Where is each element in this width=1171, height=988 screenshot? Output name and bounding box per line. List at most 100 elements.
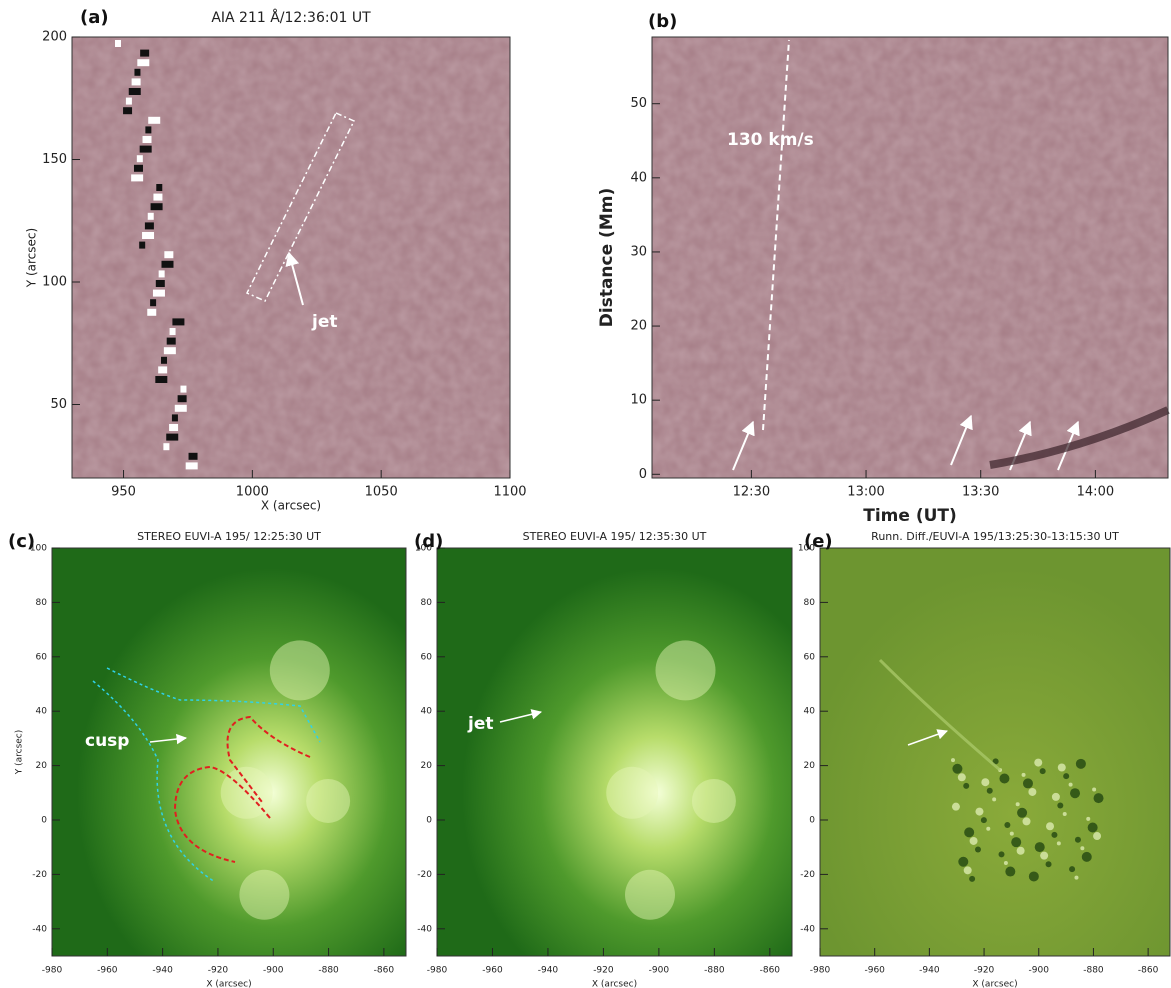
- limb-feature: [169, 328, 176, 335]
- speckle: [1074, 836, 1081, 843]
- loop-line: [173, 765, 271, 863]
- x-tick-label: -860: [1138, 966, 1159, 976]
- speckle: [1003, 860, 1008, 865]
- limb-feature: [145, 126, 152, 134]
- limb-feature: [125, 97, 132, 105]
- y-tick-label: 30: [630, 244, 647, 259]
- limb-feature: [177, 395, 187, 403]
- y-tick-label: 100: [30, 544, 47, 554]
- y-tick-label: 200: [42, 30, 67, 45]
- x-tick-label: -860: [760, 966, 781, 976]
- limb-feature: [140, 49, 150, 57]
- panel-label: (a): [80, 7, 109, 28]
- speckle: [1080, 846, 1085, 851]
- limb-feature: [142, 136, 152, 143]
- plot-frame: [51, 547, 407, 957]
- limb-feature: [153, 193, 163, 201]
- bright-blob: [306, 778, 351, 823]
- speckle: [951, 802, 960, 811]
- plot-frame: [819, 547, 1171, 957]
- x-tick-label: 13:00: [847, 485, 884, 500]
- speckle: [1004, 822, 1011, 829]
- speckle: [1022, 778, 1033, 789]
- speckle: [1068, 782, 1073, 787]
- speckle: [1063, 773, 1070, 780]
- limb-feature: [148, 116, 161, 124]
- y-tick-label: 20: [36, 761, 48, 771]
- speckle: [1086, 816, 1091, 821]
- limb-feature: [169, 424, 179, 431]
- y-tick-label: 40: [421, 707, 433, 717]
- limb-feature: [142, 232, 155, 239]
- cusp-line: [92, 680, 216, 883]
- y-tick-label: 10: [630, 393, 647, 408]
- speckle: [1021, 772, 1026, 777]
- y-tick-label: 20: [421, 761, 433, 771]
- y-tick-label: 150: [42, 152, 67, 167]
- speckle: [999, 773, 1010, 784]
- image-background: [437, 548, 792, 956]
- speckle: [1051, 831, 1058, 838]
- limb-feature: [147, 308, 157, 316]
- cusp-line: [106, 667, 321, 743]
- x-tick-label: -920: [208, 966, 229, 976]
- speckle: [951, 758, 955, 763]
- x-tick-label: -980: [427, 966, 448, 976]
- y-tick-label: 40: [804, 707, 816, 717]
- x-tick-label: -980: [42, 966, 63, 976]
- limb-feature: [166, 433, 179, 441]
- x-tick-label: 1000: [236, 485, 269, 500]
- panel-label: (c): [8, 531, 35, 552]
- arrow: [499, 709, 543, 723]
- speckle: [1005, 866, 1016, 877]
- annotation: 130 km/s: [727, 130, 814, 150]
- annotation: jet: [467, 714, 493, 734]
- jet-box: [245, 112, 356, 302]
- speckle: [1034, 758, 1043, 767]
- loop-line: [226, 715, 311, 803]
- plot-frame: [651, 36, 1169, 479]
- speckle: [1056, 841, 1061, 846]
- x-tick-label: -940: [538, 966, 559, 976]
- speckle: [1069, 866, 1076, 873]
- limb-feature: [134, 68, 141, 76]
- panel-title: Runn. Diff./EUVI-A 195/13:25:30-13:15:30…: [871, 530, 1119, 543]
- limb-feature: [155, 280, 165, 287]
- limb-feature: [131, 174, 144, 182]
- arrow: [907, 729, 948, 746]
- y-axis-label: Distance (Mm): [597, 188, 617, 327]
- speckle: [1075, 758, 1086, 769]
- image-background: [820, 548, 1170, 956]
- speckle: [1046, 822, 1055, 831]
- x-tick-label: -940: [152, 966, 173, 976]
- limb-feature: [172, 318, 185, 326]
- y-tick-label: 50: [630, 96, 647, 111]
- x-tick-label: -980: [810, 966, 831, 976]
- x-tick-label: 12:30: [733, 485, 770, 500]
- x-axis-label: X (arcsec): [592, 980, 637, 988]
- limb-feature: [155, 376, 168, 383]
- speckle: [1051, 792, 1060, 801]
- limb-feature: [152, 289, 165, 297]
- speckle: [1016, 846, 1025, 855]
- speckle: [975, 807, 984, 816]
- y-tick-label: 0: [639, 467, 647, 482]
- x-tick-label: -960: [482, 966, 503, 976]
- y-tick-label: 50: [50, 397, 67, 412]
- x-tick-label: -940: [919, 966, 940, 976]
- x-tick-label: 1050: [365, 485, 398, 500]
- limb-feature: [156, 184, 163, 191]
- speckle: [1011, 837, 1022, 848]
- panel-label: (d): [414, 531, 443, 552]
- panel-label: (b): [648, 11, 677, 32]
- speckle: [1022, 817, 1031, 826]
- speckle: [981, 778, 990, 787]
- x-tick-label: 950: [111, 485, 136, 500]
- limb-feature: [174, 404, 187, 412]
- limb-feature: [180, 385, 187, 393]
- limb-feature: [161, 356, 168, 364]
- limb-feature: [136, 155, 143, 163]
- y-axis-label: Y (arcsec): [15, 730, 25, 776]
- limb-feature: [163, 347, 176, 355]
- y-tick-label: 40: [630, 170, 647, 185]
